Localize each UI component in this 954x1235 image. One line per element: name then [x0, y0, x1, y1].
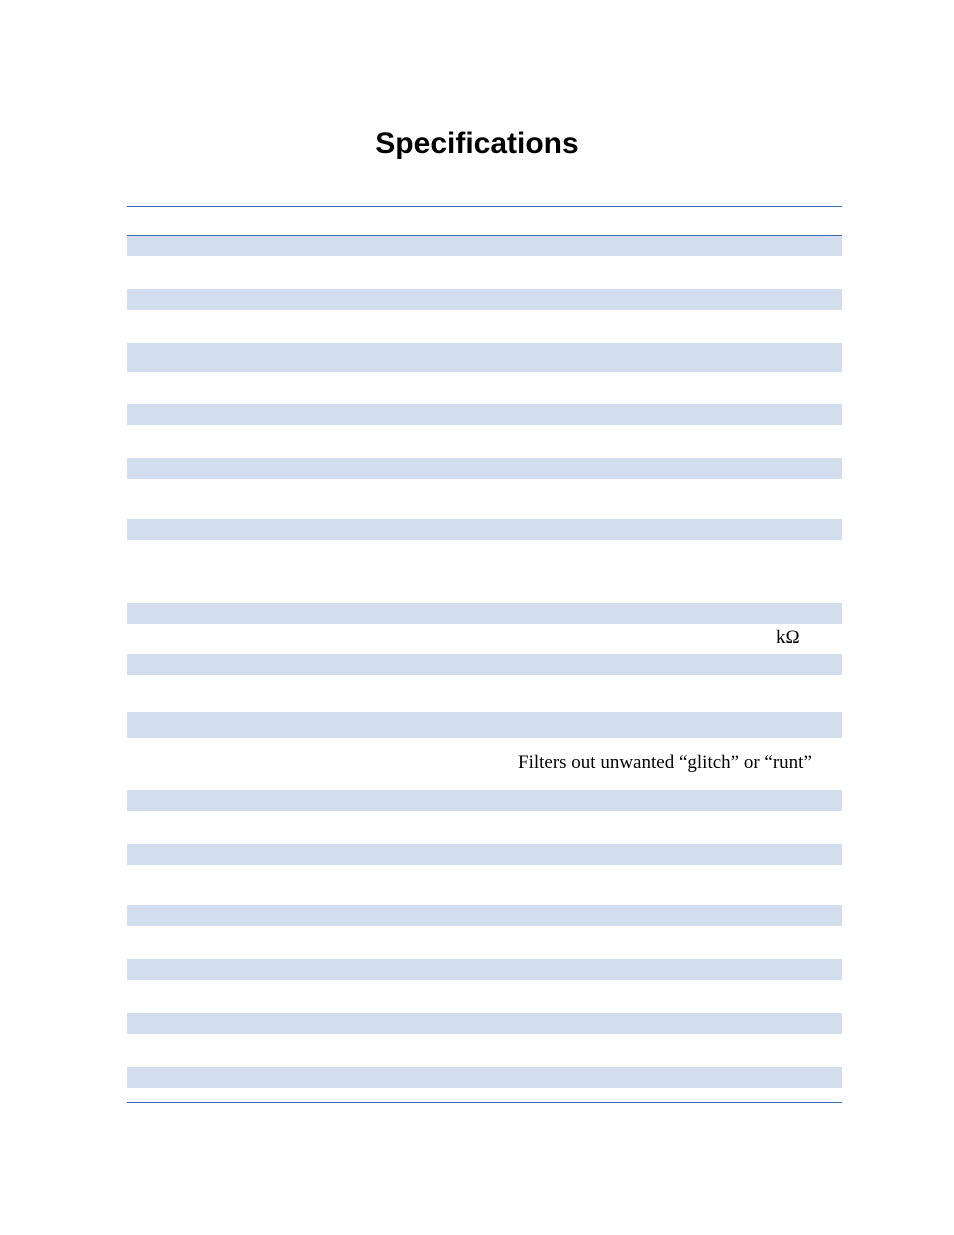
table-row-stripe: [127, 458, 842, 479]
table-row-stripe: [127, 404, 842, 425]
table-row-stripe: [127, 1067, 842, 1088]
table-row-stripe: [127, 905, 842, 926]
table-row-stripe: [127, 1013, 842, 1034]
table-row-stripe: [127, 343, 842, 372]
page-title: Specifications: [0, 127, 954, 161]
table-row-stripe: [127, 289, 842, 310]
table-row-stripe: [127, 790, 842, 811]
table-row-stripe: [127, 959, 842, 980]
table-row-stripe: [127, 519, 842, 540]
table-row-stripe: [127, 712, 842, 738]
text-kohm: kΩ: [776, 627, 800, 649]
table-row-stripe: [127, 844, 842, 865]
table-row-stripe: [127, 603, 842, 624]
table-row-stripe: [127, 654, 842, 675]
top-rule: [127, 206, 842, 207]
table-row-stripe: [127, 235, 842, 256]
text-filters: Filters out unwanted “glitch” or “runt”: [518, 752, 812, 774]
bottom-rule: [127, 1102, 842, 1103]
